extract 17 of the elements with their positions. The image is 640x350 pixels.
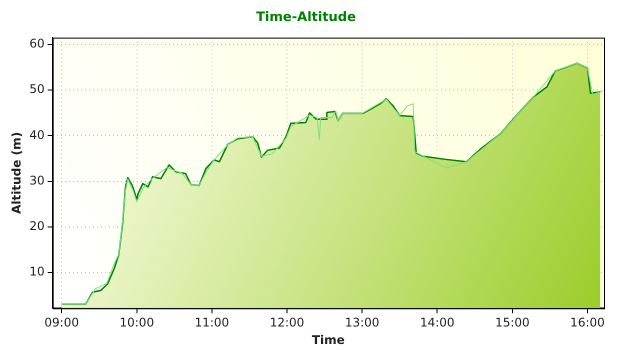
x-tick-label: 15:00 xyxy=(495,316,530,330)
y-axis-title: Altitude (m) xyxy=(9,132,24,214)
x-tick-label: 12:00 xyxy=(270,316,304,330)
x-tick-label: 09:00 xyxy=(44,316,79,330)
x-tick-label: 10:00 xyxy=(120,316,154,330)
x-tick-label: 13:00 xyxy=(344,316,380,330)
y-tick-label: 40 xyxy=(29,128,45,142)
x-tick-label: 16:00 xyxy=(570,316,605,330)
y-tick-label: 60 xyxy=(29,36,45,51)
y-tick-label: 30 xyxy=(29,173,45,188)
x-axis-title: Time xyxy=(312,332,345,347)
x-tick-label: 11:00 xyxy=(194,316,230,330)
x-tick-label: 14:00 xyxy=(420,316,455,330)
y-tick-label: 50 xyxy=(29,82,45,96)
y-tick-label: 20 xyxy=(29,219,45,234)
y-tick-label: 10 xyxy=(29,264,45,279)
chart-title: Time-Altitude xyxy=(256,10,356,26)
